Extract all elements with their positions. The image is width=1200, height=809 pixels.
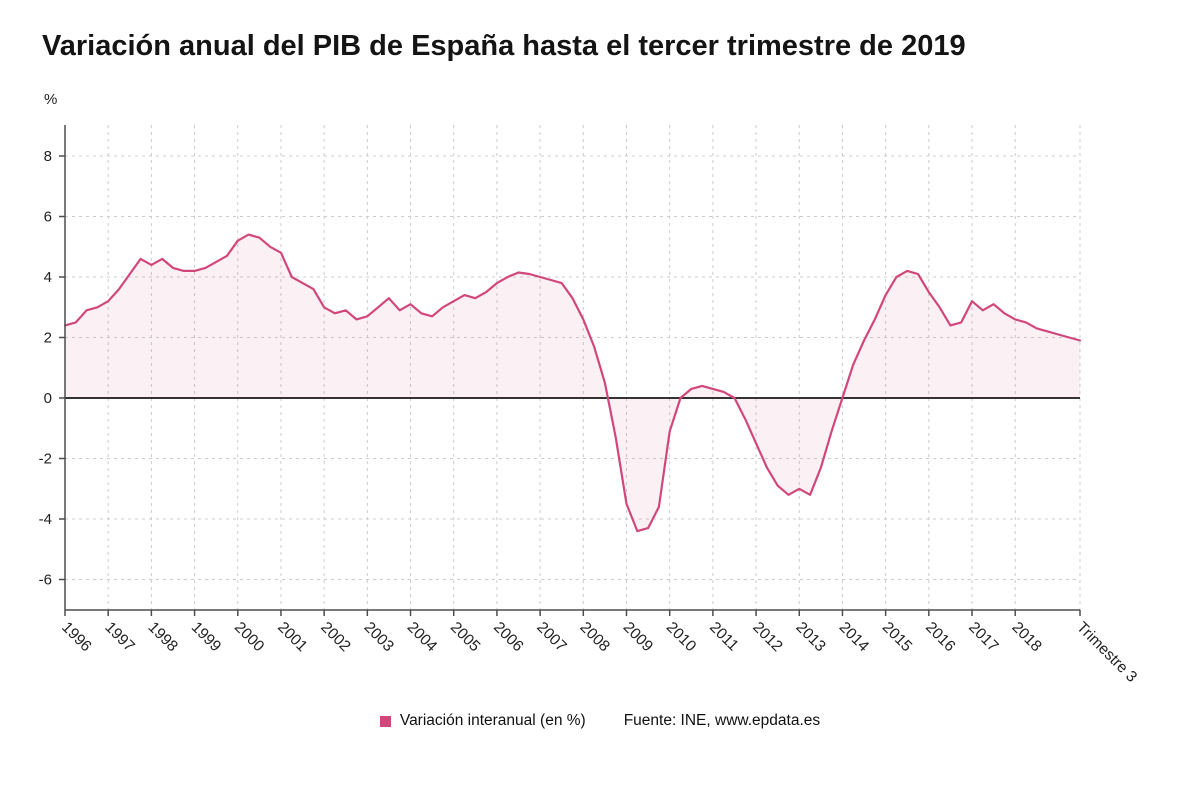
series-swatch-icon <box>379 715 391 727</box>
svg-text:4: 4 <box>44 269 52 286</box>
svg-text:2: 2 <box>44 330 52 347</box>
svg-text:2008: 2008 <box>576 619 612 655</box>
source-label: Fuente: INE, www.epdata.es <box>623 712 821 729</box>
svg-text:0: 0 <box>44 390 52 407</box>
svg-text:1999: 1999 <box>188 619 224 655</box>
svg-text:2007: 2007 <box>533 619 569 655</box>
svg-text:-6: -6 <box>39 572 52 589</box>
svg-text:1996: 1996 <box>58 619 94 655</box>
svg-text:2005: 2005 <box>447 619 483 655</box>
source-note: Fuente: INE, www.epdata.es <box>624 712 820 730</box>
svg-text:2013: 2013 <box>792 619 828 655</box>
legend: Variación interanual (en %) Fuente: INE,… <box>0 712 1200 730</box>
svg-text:2001: 2001 <box>274 619 310 655</box>
svg-text:2017: 2017 <box>965 619 1001 655</box>
svg-text:1998: 1998 <box>145 619 181 655</box>
svg-text:-4: -4 <box>39 511 52 528</box>
svg-text:1997: 1997 <box>101 619 137 655</box>
svg-text:6: 6 <box>44 209 52 226</box>
svg-text:2010: 2010 <box>663 619 700 656</box>
svg-text:2009: 2009 <box>620 619 656 655</box>
svg-text:2000: 2000 <box>231 619 268 656</box>
chart-title: Variación anual del PIB de España hasta … <box>42 30 966 62</box>
svg-text:%: % <box>44 91 57 108</box>
svg-text:2014: 2014 <box>836 619 873 656</box>
legend-item-series: Variación interanual (en %) <box>379 712 586 730</box>
svg-text:2012: 2012 <box>749 619 785 655</box>
svg-text:2004: 2004 <box>404 619 441 656</box>
gdp-annual-variation-chart: 8 6 4 2 0 -2 -4 -6% 1996 1997 1998 1999 2000 2001 2002… <box>39 91 1141 686</box>
svg-text:Trimestre 3: Trimestre 3 <box>1073 619 1140 686</box>
svg-text:2002: 2002 <box>317 619 353 655</box>
svg-text:2003: 2003 <box>361 619 397 655</box>
svg-text:2006: 2006 <box>490 619 526 655</box>
svg-text:8: 8 <box>44 148 52 165</box>
svg-text:2016: 2016 <box>922 619 958 655</box>
svg-text:2018: 2018 <box>1008 619 1044 655</box>
series-label: Variación interanual (en %) <box>399 712 586 729</box>
svg-text:-2: -2 <box>39 451 52 468</box>
svg-text:2011: 2011 <box>706 619 742 655</box>
svg-text:2015: 2015 <box>879 619 915 655</box>
